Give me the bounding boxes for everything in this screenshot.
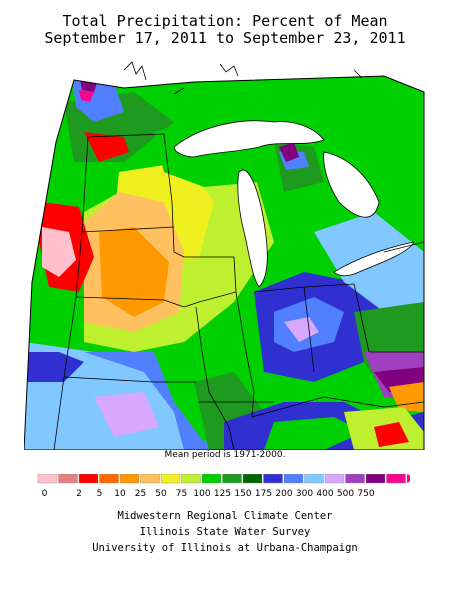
lake-erie xyxy=(333,241,415,277)
legend-swatch xyxy=(324,474,345,484)
great-lakes xyxy=(173,120,415,288)
legend-swatch xyxy=(222,474,242,484)
mean-period-note: Mean period is 1971-2000. xyxy=(164,450,286,460)
legend-label: 5 xyxy=(97,489,103,499)
legend-swatch xyxy=(365,474,386,484)
legend-swatch xyxy=(119,474,140,484)
legend-swatch xyxy=(181,474,201,484)
lake-superior xyxy=(173,120,325,158)
legend-swatch xyxy=(242,474,263,484)
precipitation-map xyxy=(24,52,425,450)
legend-swatch xyxy=(37,474,58,484)
legend-label: 750 xyxy=(357,489,374,499)
border-line xyxy=(195,306,235,450)
border-line xyxy=(63,376,196,383)
legend-swatch xyxy=(345,474,365,484)
legend-label: 125 xyxy=(214,489,231,499)
legend-label: 2 xyxy=(76,489,82,499)
legend-labels: 0 2 5 10 25 50 75 100 125 150 175 200 300 400 500 750 xyxy=(42,489,375,499)
legend-swatch xyxy=(263,474,283,484)
border-line xyxy=(303,283,370,353)
map-frame xyxy=(24,75,425,450)
precipitation-fields xyxy=(24,76,424,450)
legend-swatches xyxy=(37,474,410,484)
credit-line: University of Illinois at Urbana-Champai… xyxy=(92,542,358,554)
legend-label: 100 xyxy=(193,489,210,499)
lake-michigan xyxy=(237,169,268,288)
legend-swatch xyxy=(386,474,406,484)
border-line xyxy=(75,296,185,308)
legend-label: 10 xyxy=(114,489,126,499)
border-line xyxy=(251,396,425,418)
map-title: Total Precipitation: Percent of Mean xyxy=(62,12,388,30)
state-borders xyxy=(53,133,425,450)
legend-label: 400 xyxy=(316,489,333,499)
credit-line: Illinois State Water Survey xyxy=(139,526,311,538)
map-date-range: September 17, 2011 to September 23, 2011 xyxy=(44,29,406,47)
legend-swatch xyxy=(201,474,222,484)
legend-label: 500 xyxy=(337,489,354,499)
legend-label: 300 xyxy=(296,489,313,499)
legend-swatch xyxy=(140,474,160,484)
legend-swatch xyxy=(160,474,181,484)
legend-swatch xyxy=(78,474,99,484)
northern-coastline xyxy=(123,61,363,95)
legend-label: 0 xyxy=(42,489,48,499)
legend-label: 75 xyxy=(176,489,187,499)
legend-swatch xyxy=(99,474,119,484)
legend-label: 175 xyxy=(255,489,272,499)
legend-label: 25 xyxy=(135,489,146,499)
credit-line: Midwestern Regional Climate Center xyxy=(117,510,333,522)
legend-swatch xyxy=(283,474,304,484)
border-line xyxy=(81,226,175,233)
legend-label: 50 xyxy=(155,489,167,499)
lake-huron xyxy=(323,151,380,218)
legend-swatch xyxy=(304,474,324,484)
border-line xyxy=(87,133,165,138)
border-line xyxy=(235,291,255,418)
legend-swatch xyxy=(58,474,78,484)
legend-label: 200 xyxy=(275,489,292,499)
legend-arrow xyxy=(407,474,410,483)
color-legend: 0 2 5 10 25 50 75 100 125 150 175 200 300 400 500 750 xyxy=(37,474,410,499)
border-line xyxy=(383,241,425,253)
legend-label: 150 xyxy=(234,489,251,499)
